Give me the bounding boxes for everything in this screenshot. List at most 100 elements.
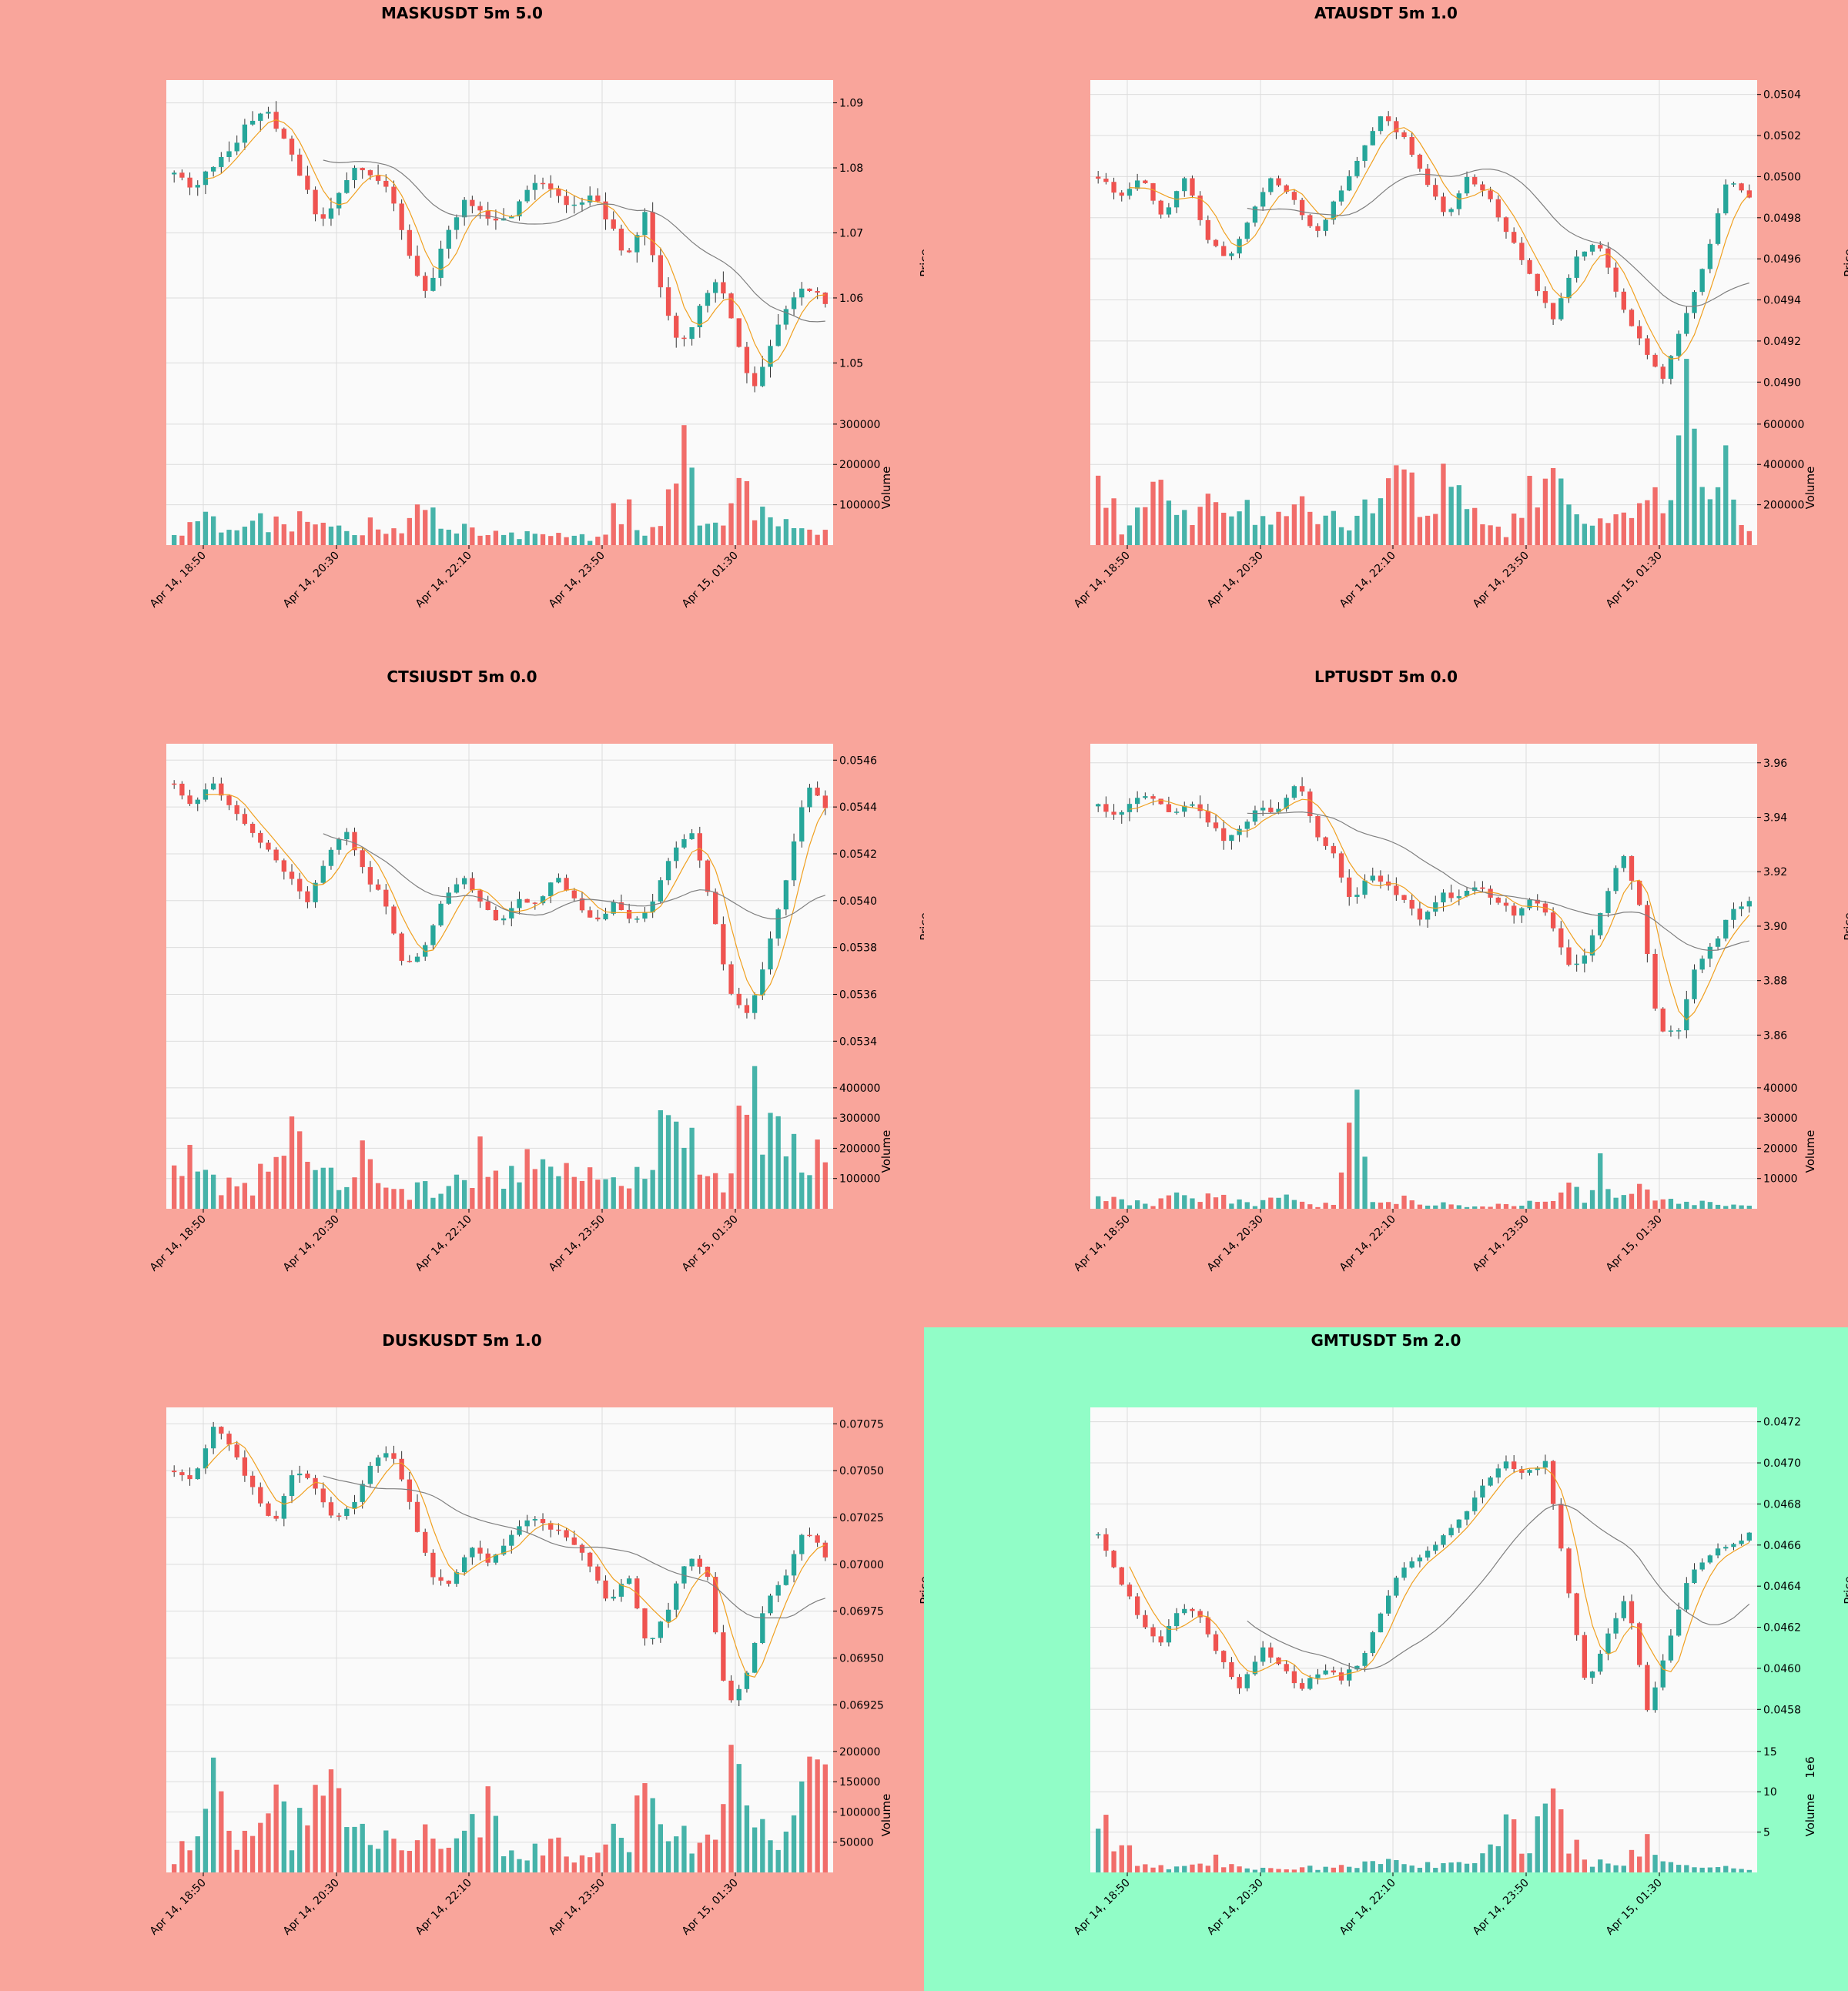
volume-bar (391, 1839, 397, 1872)
candle-body (564, 878, 569, 891)
volume-bar (1291, 1200, 1297, 1209)
candle-body (289, 872, 295, 879)
candle-body (1134, 1596, 1140, 1615)
volume-axis-label: Volume (1803, 467, 1817, 510)
volume-bar (1480, 524, 1485, 545)
candle-body (500, 918, 507, 921)
volume-bar (1237, 1199, 1242, 1209)
candle-body (1433, 902, 1438, 912)
candle-body (665, 861, 671, 881)
volume-bar (1244, 1868, 1250, 1872)
candle-body (1111, 182, 1116, 193)
volume-bar (1096, 1196, 1101, 1209)
volume-bar (438, 1193, 444, 1209)
volume-bar (650, 1170, 655, 1209)
volume-bar (266, 532, 271, 545)
candle-body (1213, 822, 1219, 828)
candle-body (1197, 1611, 1203, 1618)
volume-bar (258, 513, 263, 545)
volume-bar (815, 1139, 820, 1209)
volume-bar (807, 1175, 812, 1209)
volume-bar (642, 535, 648, 545)
price-tick-label: 1.05 (839, 357, 863, 370)
candle-body (1385, 116, 1391, 122)
candle-body (579, 1544, 585, 1553)
candle-body (179, 1472, 185, 1476)
candle-body (1205, 811, 1210, 823)
time-tick-label: Apr 14, 20:30 (1205, 1877, 1266, 1938)
volume-bar (1605, 523, 1611, 545)
volume-bar (1173, 1192, 1180, 1209)
price-tick-label: 0.0492 (1763, 336, 1801, 348)
volume-bar (1143, 507, 1148, 545)
candle-body (1645, 1665, 1650, 1711)
candle-body (305, 1473, 310, 1478)
candle-body (1182, 178, 1187, 192)
time-tick-label: Apr 15, 01:30 (680, 550, 741, 611)
candle-body (1205, 1617, 1210, 1635)
volume-bar (760, 1154, 765, 1209)
candle-body (1103, 804, 1109, 812)
volume-bar (1205, 1866, 1210, 1872)
volume-bar (477, 535, 483, 545)
volume-bar (1746, 1869, 1752, 1872)
volume-bar (352, 1826, 357, 1872)
candle-body (1613, 267, 1619, 292)
volume-bar (1519, 1853, 1525, 1872)
volume-bars (1096, 1788, 1752, 1872)
volume-bar (461, 524, 467, 545)
volume-bar (305, 1825, 310, 1872)
candle-body (1197, 804, 1203, 811)
volume-bar (1699, 1200, 1705, 1209)
candle-body (556, 1529, 561, 1531)
candle-body (1660, 1008, 1666, 1032)
price-axis-label: Price (1842, 249, 1848, 277)
candle-body (1692, 292, 1697, 313)
volume-bar (1284, 1194, 1289, 1209)
candle-body (721, 1632, 726, 1681)
volume-bar (1190, 1198, 1195, 1209)
volume-bar (423, 1824, 428, 1872)
candle-body (1739, 183, 1744, 191)
volume-bar (1315, 524, 1321, 545)
candle-body (1276, 178, 1281, 186)
volume-bar (571, 1862, 577, 1872)
volume-bar (775, 1116, 781, 1209)
candle-body (626, 909, 632, 919)
volume-bar (172, 1165, 177, 1209)
candle-body (1213, 239, 1219, 246)
candle-body (1550, 912, 1556, 929)
volume-bar (618, 524, 624, 545)
volume-bar (234, 1186, 239, 1209)
candle-body (1221, 828, 1227, 842)
volume-bar (1315, 1869, 1321, 1872)
candle-body (524, 898, 530, 903)
candle-body (775, 324, 781, 346)
volume-bar (470, 1188, 475, 1209)
volume-bar (611, 503, 616, 545)
candle-body (1362, 1653, 1368, 1666)
volume-bar (1197, 1863, 1203, 1872)
volume-bar (1401, 469, 1407, 545)
volume-bar (603, 1179, 608, 1209)
candle-body (1166, 207, 1172, 215)
candle-body (509, 1534, 514, 1546)
candle-body (815, 1535, 820, 1543)
time-tick-label: Apr 14, 18:50 (1072, 1213, 1133, 1274)
candle-body (540, 896, 546, 904)
price-tick-label: 0.0470 (1763, 1457, 1801, 1470)
volume-bar (219, 1791, 224, 1872)
volume-bar (524, 1860, 530, 1872)
candle-body (485, 1553, 490, 1563)
candle-body (1464, 891, 1470, 897)
candle-body (1503, 902, 1509, 906)
candle-body (1190, 804, 1195, 806)
ma-slow-line (1247, 168, 1749, 307)
candle-body (1448, 1528, 1454, 1536)
candle-body (1746, 901, 1752, 907)
candle-body (1519, 1468, 1525, 1473)
volume-bar (1096, 1829, 1101, 1872)
candle-body (1378, 875, 1384, 882)
volume-bar (681, 1825, 687, 1872)
volume-bar (1417, 1204, 1423, 1209)
